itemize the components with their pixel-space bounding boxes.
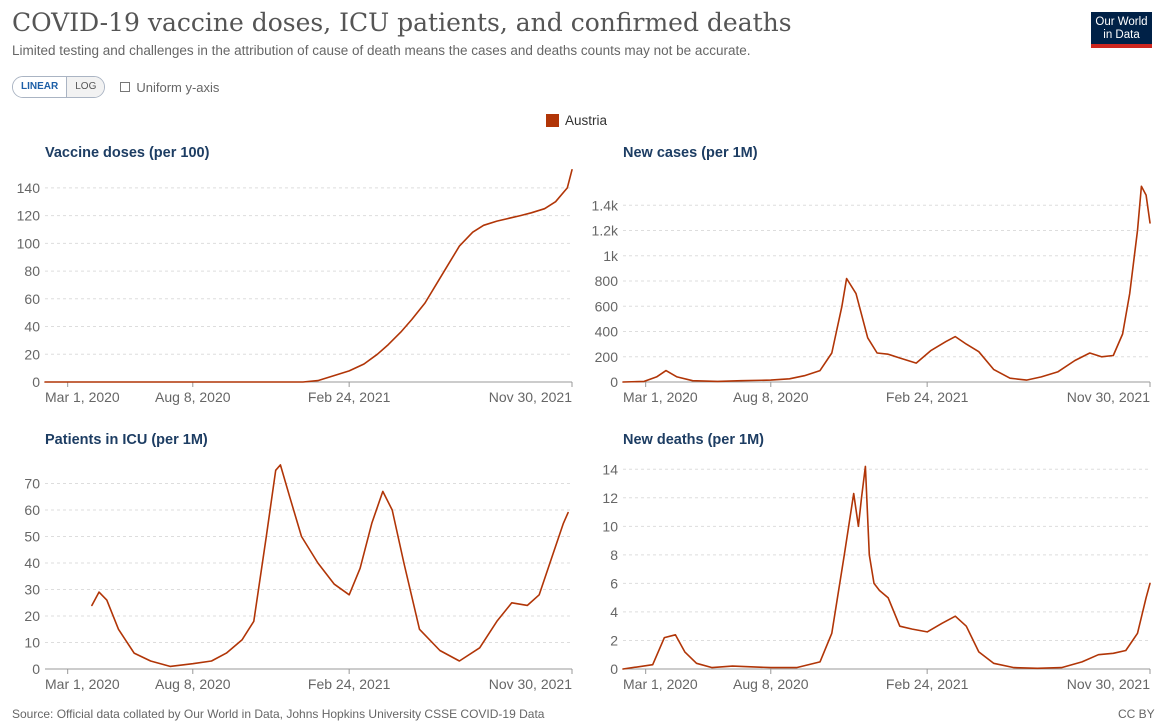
y-tick-label: 4: [610, 604, 618, 620]
chart-title: New deaths (per 1M): [623, 432, 764, 448]
y-tick-label: 20: [24, 608, 40, 624]
owid-logo[interactable]: Our World in Data: [1091, 12, 1152, 48]
y-tick-label: 6: [610, 575, 618, 591]
y-tick-label: 1k: [603, 248, 619, 264]
y-tick-label: 40: [24, 319, 40, 335]
source-note[interactable]: Source: Official data collated by Our Wo…: [12, 707, 545, 721]
y-tick-label: 1.2k: [592, 223, 619, 239]
y-tick-label: 14: [602, 461, 618, 477]
x-tick-label: Mar 1, 2020: [45, 389, 120, 405]
x-tick-label: Mar 1, 2020: [623, 676, 698, 692]
x-tick-label: Feb 24, 2021: [308, 389, 391, 405]
y-tick-label: 20: [24, 346, 40, 362]
legend[interactable]: Austria: [546, 113, 607, 128]
chart-title: New cases (per 1M): [623, 145, 758, 161]
page-title: COVID-19 vaccine doses, ICU patients, an…: [12, 8, 792, 37]
y-tick-label: 60: [24, 502, 40, 518]
y-tick-label: 60: [24, 291, 40, 307]
y-tick-label: 800: [595, 273, 619, 289]
x-tick-label: Mar 1, 2020: [45, 676, 120, 692]
y-tick-label: 30: [24, 582, 40, 598]
x-tick-label: Nov 30, 2021: [1067, 676, 1150, 692]
x-tick-label: Feb 24, 2021: [308, 676, 391, 692]
y-tick-label: 1.4k: [592, 197, 619, 213]
y-tick-label: 400: [595, 324, 619, 340]
y-tick-label: 200: [595, 349, 619, 365]
uniform-y-axis-checkbox[interactable]: [120, 82, 131, 92]
x-tick-label: Nov 30, 2021: [489, 389, 572, 405]
x-tick-label: Aug 8, 2020: [733, 676, 809, 692]
log-button[interactable]: LOG: [67, 77, 105, 97]
y-tick-label: 0: [32, 374, 40, 390]
y-tick-label: 100: [17, 235, 41, 251]
y-tick-label: 40: [24, 555, 40, 571]
y-tick-label: 0: [32, 661, 40, 677]
y-tick-label: 80: [24, 263, 40, 279]
y-tick-label: 70: [24, 476, 40, 492]
series-line-austria: [44, 169, 573, 383]
chart-controls: LINEAR LOG Uniform y-axis: [12, 76, 219, 98]
linear-button[interactable]: LINEAR: [13, 77, 68, 97]
logo-line1: Our World: [1095, 16, 1148, 28]
x-tick-label: Aug 8, 2020: [155, 389, 231, 405]
page-subtitle: Limited testing and challenges in the at…: [12, 43, 751, 58]
y-tick-label: 10: [24, 635, 40, 651]
x-tick-label: Nov 30, 2021: [489, 676, 572, 692]
y-tick-label: 50: [24, 529, 40, 545]
uniform-y-axis-label: Uniform y-axis: [136, 79, 220, 95]
y-tick-label: 120: [17, 208, 41, 224]
y-tick-label: 12: [602, 490, 618, 506]
y-tick-label: 0: [610, 374, 618, 390]
x-tick-label: Feb 24, 2021: [886, 389, 969, 405]
y-tick-label: 2: [610, 632, 618, 648]
y-tick-label: 8: [610, 547, 618, 563]
chart-title: Vaccine doses (per 100): [45, 145, 210, 161]
x-tick-label: Mar 1, 2020: [623, 389, 698, 405]
y-tick-label: 10: [602, 518, 618, 534]
x-tick-label: Nov 30, 2021: [1067, 389, 1150, 405]
y-tick-label: 600: [595, 298, 619, 314]
legend-swatch: [546, 114, 559, 127]
logo-line2: in Data: [1103, 29, 1140, 41]
y-tick-label: 140: [17, 180, 41, 196]
y-tick-label: 0: [610, 661, 618, 677]
x-tick-label: Feb 24, 2021: [886, 676, 969, 692]
legend-label: Austria: [565, 113, 608, 128]
uniform-y-axis-toggle[interactable]: Uniform y-axis: [120, 80, 219, 95]
series-line-austria: [91, 464, 569, 668]
scale-toggle: LINEAR LOG: [12, 76, 106, 98]
charts-canvas: Vaccine doses (per 100)02040608010012014…: [17, 145, 1151, 692]
license-label[interactable]: CC BY: [1118, 707, 1155, 721]
chart-title: Patients in ICU (per 1M): [45, 432, 208, 448]
series-line-austria: [622, 185, 1151, 383]
x-tick-label: Aug 8, 2020: [733, 389, 809, 405]
series-line-austria: [622, 465, 1151, 670]
x-tick-label: Aug 8, 2020: [155, 676, 231, 692]
